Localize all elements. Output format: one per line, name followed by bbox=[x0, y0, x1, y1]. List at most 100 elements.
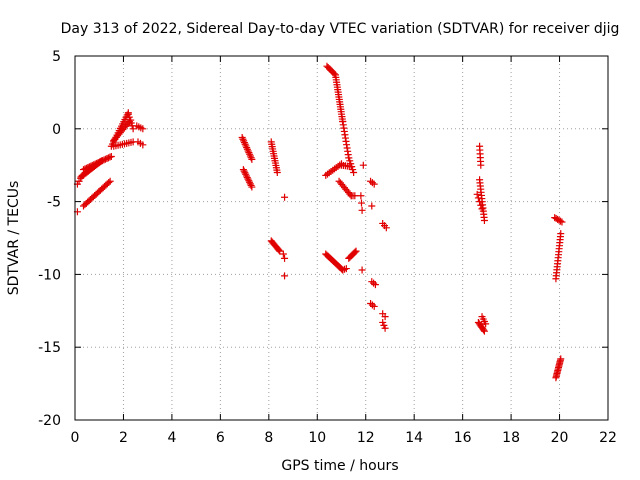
data-point bbox=[473, 190, 481, 198]
y-tick-label: 5 bbox=[52, 49, 61, 65]
data-point bbox=[350, 168, 358, 176]
x-tick-label: 12 bbox=[357, 430, 375, 446]
grid-lines bbox=[75, 56, 608, 420]
data-point bbox=[359, 161, 367, 169]
data-point bbox=[239, 135, 247, 143]
data-point bbox=[557, 355, 565, 363]
data-point bbox=[330, 70, 338, 78]
x-tick-label: 0 bbox=[71, 430, 80, 446]
data-point bbox=[139, 141, 147, 149]
data-point bbox=[240, 167, 248, 175]
data-point bbox=[557, 217, 565, 225]
data-point bbox=[480, 326, 488, 334]
data-point bbox=[107, 152, 115, 160]
data-point bbox=[248, 155, 256, 163]
data-point bbox=[381, 313, 389, 321]
data-point bbox=[242, 172, 250, 180]
data-point bbox=[244, 147, 252, 155]
data-point bbox=[273, 168, 281, 176]
data-point bbox=[477, 161, 485, 169]
data-point bbox=[242, 142, 250, 150]
data-point bbox=[370, 180, 378, 188]
data-point bbox=[342, 265, 350, 273]
data-point bbox=[241, 169, 249, 177]
data-point bbox=[382, 224, 390, 232]
data-point bbox=[275, 246, 283, 254]
data-point bbox=[279, 250, 287, 258]
x-tick-labels: 0 2 4 6 8 10 12 14 16 18 20 22 bbox=[71, 430, 617, 446]
data-point bbox=[248, 183, 256, 191]
data-point bbox=[246, 152, 254, 160]
x-tick-label: 16 bbox=[454, 430, 472, 446]
y-tick-label: -15 bbox=[38, 340, 61, 356]
y-tick-label: 0 bbox=[52, 122, 61, 138]
chart-title: Day 313 of 2022, Sidereal Day-to-day VTE… bbox=[61, 21, 620, 37]
x-tick-label: 20 bbox=[551, 430, 569, 446]
x-tick-label: 8 bbox=[264, 430, 273, 446]
y-tick-label: -20 bbox=[38, 413, 61, 429]
data-point bbox=[358, 266, 366, 274]
data-point bbox=[241, 140, 249, 148]
data-point bbox=[557, 230, 565, 238]
data-point bbox=[352, 247, 360, 255]
data-point bbox=[106, 153, 114, 161]
data-point bbox=[240, 137, 248, 145]
data-point bbox=[357, 199, 365, 207]
data-point bbox=[381, 324, 389, 332]
data-point bbox=[240, 139, 248, 147]
data-point bbox=[247, 154, 255, 162]
data-point bbox=[370, 279, 378, 287]
data-point bbox=[243, 145, 251, 153]
data-point bbox=[245, 149, 253, 157]
data-point bbox=[106, 177, 114, 185]
data-point bbox=[480, 217, 488, 225]
data-point bbox=[558, 218, 566, 226]
x-tick-label: 2 bbox=[119, 430, 128, 446]
data-point bbox=[247, 181, 255, 189]
data-point bbox=[281, 272, 289, 280]
data-point bbox=[242, 170, 250, 178]
data-point bbox=[351, 248, 359, 256]
data-point bbox=[276, 247, 284, 255]
y-axis-label: SDTVAR / TECUs bbox=[6, 181, 22, 296]
x-axis-label: GPS time / hours bbox=[281, 458, 398, 474]
data-point bbox=[281, 193, 289, 201]
data-point bbox=[368, 202, 376, 210]
data-point bbox=[243, 144, 251, 152]
x-tick-label: 14 bbox=[405, 430, 423, 446]
data-point bbox=[482, 320, 490, 328]
data-point bbox=[478, 205, 486, 213]
data-point bbox=[476, 198, 484, 206]
x-tick-label: 10 bbox=[308, 430, 326, 446]
data-point bbox=[244, 175, 252, 183]
data-point bbox=[239, 166, 247, 174]
data-point bbox=[139, 125, 147, 133]
data-point bbox=[281, 254, 289, 262]
data-point bbox=[371, 281, 379, 289]
data-point bbox=[357, 192, 365, 200]
data-point bbox=[480, 327, 488, 335]
data-points bbox=[73, 62, 566, 382]
axis-ticks bbox=[74, 55, 609, 421]
x-tick-label: 18 bbox=[502, 430, 520, 446]
x-tick-label: 22 bbox=[599, 430, 617, 446]
data-point bbox=[246, 150, 254, 158]
data-point bbox=[129, 125, 137, 133]
data-point bbox=[238, 134, 246, 142]
x-tick-label: 6 bbox=[216, 430, 225, 446]
data-point bbox=[358, 206, 366, 214]
data-point bbox=[477, 201, 485, 209]
data-point bbox=[246, 180, 254, 188]
y-tick-label: -10 bbox=[38, 267, 61, 283]
data-point bbox=[105, 179, 113, 187]
y-tick-labels: 5 0 -5 -10 -15 -20 bbox=[38, 49, 61, 429]
data-point bbox=[243, 174, 251, 182]
data-point bbox=[368, 179, 376, 187]
data-point bbox=[474, 194, 482, 202]
data-point bbox=[347, 163, 355, 171]
data-point bbox=[246, 178, 254, 186]
x-tick-label: 4 bbox=[167, 430, 176, 446]
data-point bbox=[370, 302, 378, 310]
data-point bbox=[351, 192, 359, 200]
